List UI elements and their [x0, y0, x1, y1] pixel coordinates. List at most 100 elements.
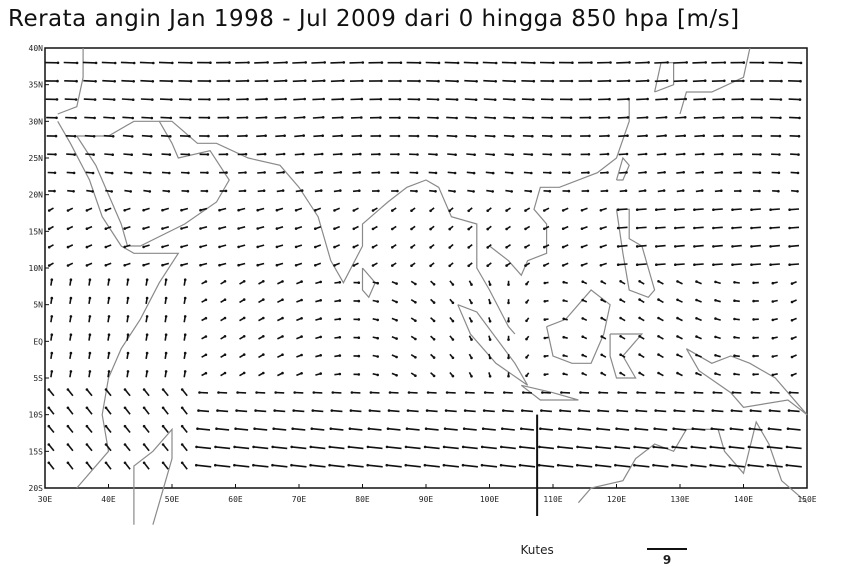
wind-arrow — [656, 244, 666, 248]
wind-arrow-head — [741, 97, 745, 101]
wind-arrow-head — [638, 335, 641, 338]
wind-arrow-head — [197, 409, 200, 412]
wind-arrow-head — [145, 370, 149, 373]
wind-arrow-head — [262, 371, 265, 375]
wind-arrow — [521, 98, 534, 101]
wind-arrow — [236, 409, 248, 413]
wind-arrow-head — [520, 427, 523, 431]
coastline-segment — [57, 121, 180, 489]
wind-arrow — [767, 446, 783, 450]
wind-arrow-head — [50, 296, 54, 300]
wind-arrow — [483, 427, 496, 431]
wind-arrow-head — [567, 189, 571, 193]
wind-arrow-head — [676, 316, 679, 320]
wind-arrow — [235, 427, 249, 431]
wind-arrow — [83, 98, 96, 101]
wind-arrow-head — [369, 391, 373, 394]
wind-arrow-head — [414, 319, 417, 323]
wind-arrow — [789, 116, 800, 119]
wind-arrow-head — [145, 315, 149, 318]
wind-arrow-head — [252, 445, 255, 449]
wind-arrow-head — [183, 333, 187, 337]
wind-arrow-head — [790, 300, 794, 304]
wind-arrow-head — [423, 463, 427, 467]
wind-arrow-head — [378, 152, 381, 156]
wind-arrow-head — [126, 351, 130, 355]
wind-arrow — [143, 389, 150, 397]
wind-arrow-head — [391, 227, 394, 231]
wind-arrow-head — [167, 190, 171, 193]
wind-arrow — [124, 462, 131, 470]
wind-arrow — [522, 409, 533, 413]
wind-arrow-head — [788, 263, 791, 267]
wind-arrow — [711, 427, 725, 431]
wind-arrow-head — [462, 427, 466, 431]
wind-arrow — [348, 464, 364, 468]
wind-arrow-head — [625, 152, 629, 156]
wind-arrow-head — [507, 301, 510, 305]
wind-arrow-head — [733, 299, 736, 303]
wind-arrow-head — [233, 445, 236, 449]
wind-arrow — [751, 244, 761, 248]
wind-arrow-head — [214, 445, 217, 449]
wind-arrow-head — [271, 445, 275, 449]
wind-arrow-head — [512, 98, 516, 101]
wind-arrow — [447, 153, 456, 156]
wind-arrow-head — [397, 134, 401, 138]
wind-arrow-head — [223, 371, 227, 375]
wind-arrow — [273, 61, 287, 64]
wind-arrow — [673, 79, 687, 83]
wind-arrow-head — [779, 98, 783, 101]
wind-arrow-head — [339, 189, 342, 192]
wind-arrow — [578, 427, 592, 431]
wind-arrow — [331, 98, 343, 101]
wind-arrow-head — [750, 263, 753, 267]
wind-arrow-head — [360, 97, 364, 101]
wind-arrow — [294, 134, 304, 138]
wind-arrow-head — [284, 79, 288, 82]
coastline-segment — [159, 120, 516, 335]
wind-arrow-head — [731, 263, 734, 267]
wind-arrow — [463, 446, 478, 450]
wind-arrow-head — [314, 209, 317, 212]
wind-arrow-head — [616, 226, 620, 230]
wind-arrow-head — [69, 296, 73, 300]
wind-arrow-head — [663, 171, 666, 174]
wind-arrow-head — [588, 134, 591, 138]
wind-arrow-head — [54, 153, 57, 156]
wind-arrow-head — [577, 427, 580, 431]
wind-arrow-head — [562, 372, 565, 376]
wind-arrow — [768, 427, 782, 431]
wind-arrow — [275, 153, 285, 156]
wind-arrow — [253, 464, 269, 468]
wind-arrow-head — [524, 245, 527, 249]
wind-arrow-head — [580, 209, 584, 212]
wind-arrow-head — [338, 317, 342, 321]
wind-arrow-head — [180, 263, 183, 267]
wind-arrow — [86, 443, 93, 452]
wind-arrow-head — [600, 353, 603, 357]
wind-arrow-head — [107, 296, 111, 300]
wind-arrow-head — [333, 227, 336, 230]
wind-arrow — [312, 98, 324, 101]
wind-arrow — [577, 464, 593, 468]
wind-arrow — [675, 134, 685, 138]
wind-arrow-head — [281, 316, 284, 320]
wind-arrow-head — [377, 171, 381, 174]
wind-arrow-head — [204, 316, 208, 320]
wind-arrow-head — [474, 98, 478, 101]
wind-arrow-head — [444, 409, 448, 412]
wind-arrow — [217, 409, 229, 413]
wind-arrow-head — [319, 280, 323, 284]
wind-arrow-head — [654, 409, 657, 412]
wind-arrow-head — [505, 246, 508, 249]
wind-arrow-head — [480, 463, 484, 467]
wind-arrow-head — [132, 61, 136, 65]
wind-arrow — [732, 244, 742, 248]
wind-arrow-head — [619, 371, 622, 375]
wind-arrow — [558, 464, 574, 468]
wind-arrow-head — [333, 209, 336, 212]
wind-arrow-head — [126, 278, 130, 282]
wind-arrow-head — [319, 335, 323, 339]
wind-arrow-head — [771, 336, 775, 340]
